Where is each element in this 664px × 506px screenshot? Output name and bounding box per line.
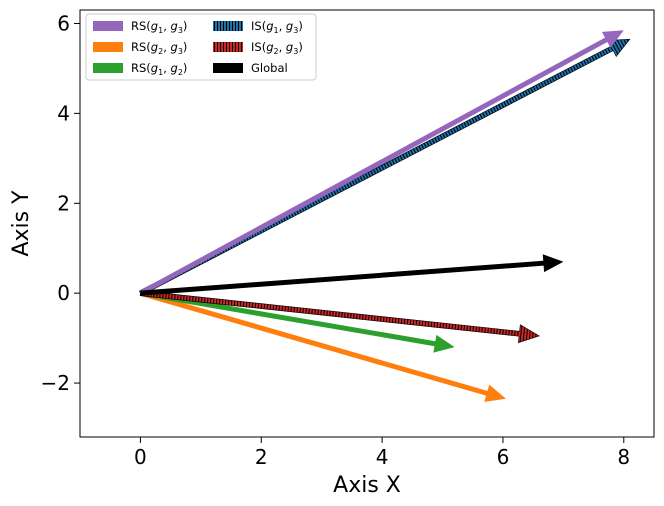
legend-item-rs-g1-g2: RS(g1, g2) (93, 61, 187, 77)
arrow-rs-g1-g2 (140, 290, 455, 353)
legend-label: IS(g1, g3) (251, 19, 303, 35)
x-axis-label: Axis X (333, 473, 401, 498)
legend-label-part: , (279, 19, 286, 33)
legend-label-part: IS( (251, 40, 266, 54)
arrow-body (140, 254, 564, 296)
y-axis-label: Axis Y (9, 190, 34, 257)
y-axis-ticks: −2 0 2 4 6 (41, 11, 80, 395)
legend-label-part: RS( (131, 40, 151, 54)
legend-label: RS(g1, g2) (131, 61, 187, 77)
legend-label: RS(g2, g3) (131, 40, 187, 56)
legend-label-part: g (286, 19, 293, 33)
legend-item-is-g1-g3: IS(g1, g3) (213, 19, 303, 35)
arrow-global (140, 254, 564, 296)
legend-swatch (213, 63, 243, 73)
legend-item-global: Global (213, 61, 288, 75)
legend-item-rs-g2-g3: RS(g2, g3) (93, 40, 187, 56)
legend-label-part: ) (183, 61, 188, 75)
arrow-body (139, 290, 506, 402)
legend-label-part: g (171, 40, 178, 54)
arrow-hatch (140, 290, 540, 343)
x-tick-label: 2 (255, 445, 268, 469)
arrow-body (140, 290, 455, 353)
legend-label-part: Global (251, 61, 288, 75)
legend-label-part: RS( (131, 61, 151, 75)
legend-label-part: 2 (274, 47, 279, 56)
x-tick-label: 6 (497, 445, 510, 469)
arrow-rs-g2-g3 (139, 290, 506, 402)
legend-label-part: 1 (274, 26, 279, 35)
legend-label-part: RS( (131, 19, 151, 33)
y-tick-label: 4 (57, 101, 70, 125)
legend-item-is-g2-g3: IS(g2, g3) (213, 40, 303, 56)
legend-label-part: g (266, 40, 273, 54)
legend-label: IS(g2, g3) (251, 40, 303, 56)
legend-label-part: 2 (178, 68, 183, 77)
arrow-is-g2-g3 (139, 290, 540, 344)
arrow-hatch (139, 39, 630, 296)
legend-label-part: 1 (158, 68, 163, 77)
x-axis-ticks: 0 2 4 6 8 (134, 437, 630, 469)
legend-label-part: g (151, 19, 158, 33)
y-tick-label: 6 (57, 11, 70, 35)
arrow-body (139, 30, 624, 296)
legend-label-part: 3 (293, 26, 298, 35)
legend-label-part: , (279, 40, 286, 54)
legend-label-part: 1 (158, 26, 163, 35)
legend-item-rs-g1-g3: RS(g1, g3) (93, 19, 187, 35)
plot-frame (79, 9, 655, 438)
legend-label-part: ) (183, 40, 188, 54)
legend-swatch-hatch (213, 21, 243, 31)
x-tick-label: 4 (376, 445, 389, 469)
legend-label: Global (251, 61, 288, 75)
arrows-layer (138, 30, 631, 402)
legend-frame (85, 13, 317, 81)
y-tick-label: 0 (57, 281, 70, 305)
legend-label-part: , (163, 19, 170, 33)
legend-label: RS(g1, g3) (131, 19, 187, 35)
legend-label-part: g (151, 40, 158, 54)
legend-label-part: ) (298, 40, 303, 54)
x-tick-label: 0 (134, 445, 147, 469)
legend-label-part: 3 (178, 26, 183, 35)
legend-swatch-hatch (213, 42, 243, 52)
legend-label-part: 2 (158, 47, 163, 56)
legend-label-part: IS( (251, 19, 266, 33)
legend-swatch (93, 42, 123, 52)
arrow-outline (139, 290, 540, 344)
legend: RS(g1, g3)RS(g2, g3)RS(g1, g2)IS(g1, g3)… (85, 13, 317, 81)
legend-label-part: 3 (178, 47, 183, 56)
arrow-rs-g1-g3 (139, 30, 624, 296)
legend-label-part: g (151, 61, 158, 75)
y-tick-label: −2 (41, 371, 70, 395)
legend-label-part: ) (298, 19, 303, 33)
legend-swatch (93, 63, 123, 73)
legend-label-part: g (286, 40, 293, 54)
y-tick-label: 2 (57, 191, 70, 215)
legend-label-part: ) (183, 19, 188, 33)
legend-label-part: , (163, 40, 170, 54)
legend-label-part: , (163, 61, 170, 75)
x-tick-label: 8 (617, 445, 630, 469)
legend-swatch (93, 21, 123, 31)
legend-label-part: g (171, 19, 178, 33)
legend-label-part: g (171, 61, 178, 75)
legend-label-part: 3 (293, 47, 298, 56)
legend-label-part: g (266, 19, 273, 33)
